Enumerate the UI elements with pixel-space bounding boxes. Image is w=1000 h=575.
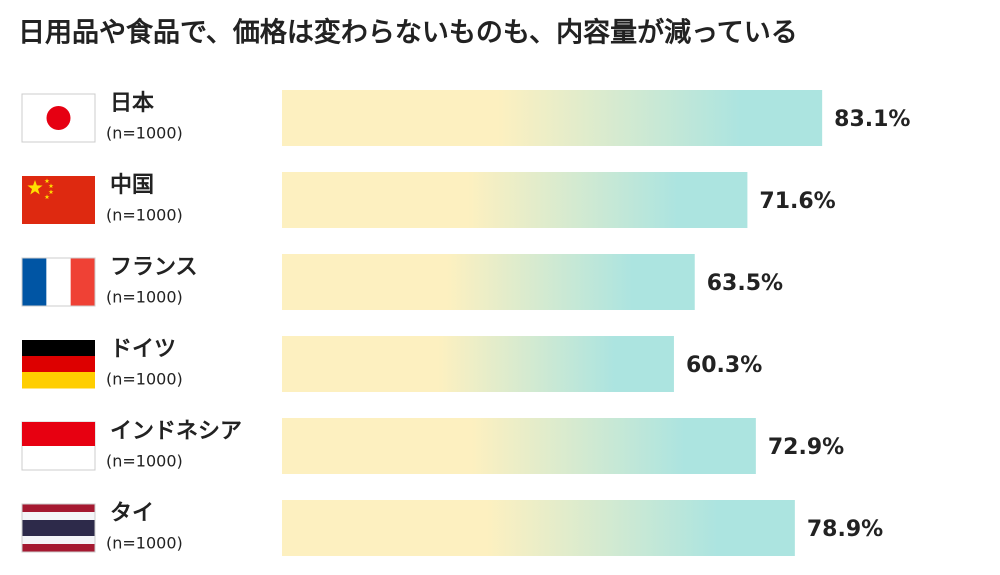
flag [21, 93, 96, 143]
flag-star [27, 180, 43, 195]
flag-band [70, 258, 96, 306]
bar [282, 500, 795, 556]
bar [282, 254, 695, 310]
sample-label: (n=1000) [106, 452, 183, 471]
flag-star [44, 194, 50, 200]
flag-bg [22, 176, 95, 224]
sample-label: (n=1000) [106, 288, 183, 307]
flag-sun [46, 106, 71, 130]
value-label: 78.9% [807, 517, 883, 542]
value-label: 63.5% [707, 271, 783, 296]
flag-band [22, 504, 95, 513]
sample-label: (n=1000) [106, 534, 183, 553]
flag-border [21, 503, 96, 553]
value-label: 60.3% [686, 353, 762, 378]
flag-border [21, 257, 96, 307]
sample-label: (n=1000) [106, 206, 183, 225]
category-label: ドイツ [110, 337, 176, 362]
flag-band [22, 372, 95, 389]
flag [21, 257, 96, 307]
category-label: 中国 [110, 173, 154, 198]
category-label: タイ [110, 501, 154, 526]
flag-band [22, 340, 95, 357]
flag [22, 176, 95, 224]
flag-star [48, 183, 54, 189]
flag-band [22, 512, 95, 521]
category-label: 日本 [110, 91, 154, 116]
flag [21, 421, 96, 471]
chart-title: 日用品や食品で、価格は変わらないものも、内容量が減っている [18, 17, 798, 49]
flag-band [22, 520, 95, 537]
category-label: インドネシア [110, 419, 242, 444]
flag-band [22, 536, 95, 545]
flag-band [46, 258, 72, 306]
flag-band [22, 544, 95, 553]
bar [282, 172, 748, 228]
bar [282, 336, 674, 392]
flag-star [48, 189, 54, 195]
flag [22, 340, 95, 389]
flag-band [22, 258, 47, 306]
sample-label: (n=1000) [106, 124, 183, 143]
flag [21, 503, 96, 553]
bar [282, 90, 823, 146]
flag-star [44, 178, 50, 184]
sample-label: (n=1000) [106, 370, 183, 389]
bar [282, 418, 756, 474]
flag-band [22, 422, 95, 446]
value-label: 71.6% [759, 189, 835, 214]
value-label: 83.1% [834, 107, 910, 132]
value-label: 72.9% [768, 435, 844, 460]
flag-band [22, 356, 95, 373]
category-label: フランス [110, 255, 198, 280]
